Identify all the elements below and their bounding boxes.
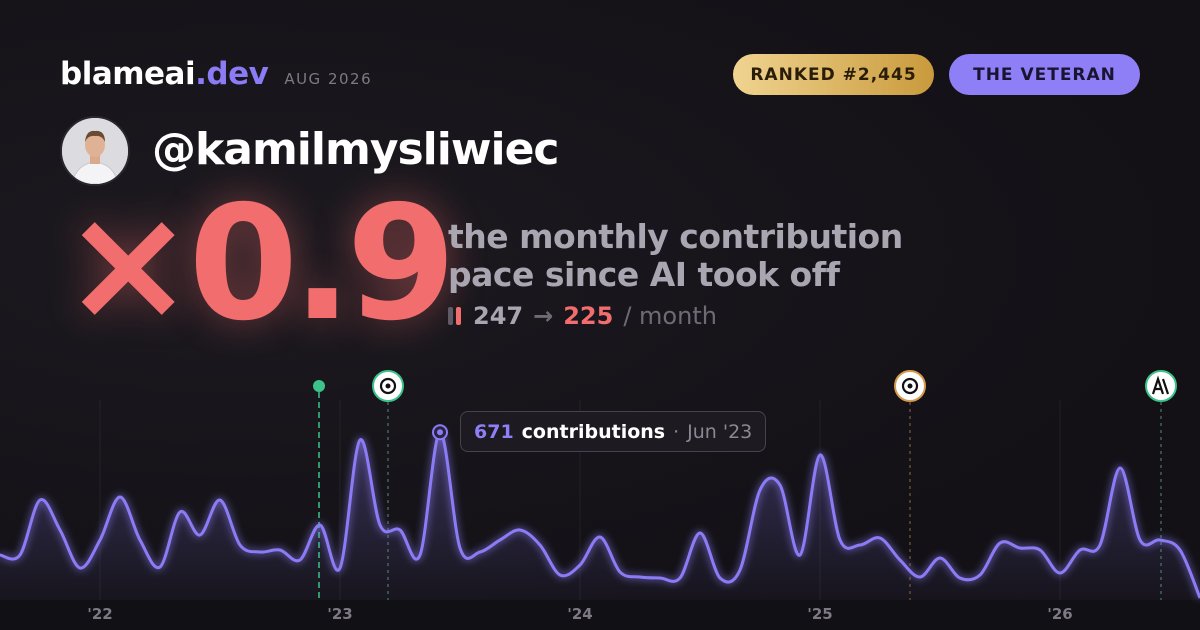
area (0, 432, 1200, 600)
tooltip-date: Jun '23 (687, 420, 753, 443)
x-tick-label: '23 (327, 605, 352, 623)
tooltip: 671 contributions · Jun '23 (460, 411, 767, 452)
description: the monthly contribution pace since AI t… (448, 218, 903, 294)
description-line: pace since AI took off (448, 255, 840, 294)
report-date: AUG 2026 (284, 70, 373, 88)
brand: blameai .dev AUG 2026 (60, 56, 372, 92)
anthropic-icon (1145, 370, 1177, 402)
openai-icon (372, 370, 404, 402)
pace-before: 247 (473, 302, 524, 330)
x-tick-label: '22 (87, 605, 112, 623)
brand-name: blameai (60, 56, 196, 92)
description-line: the monthly contribution (448, 217, 903, 256)
avatar (60, 116, 130, 186)
highlight-core (437, 429, 443, 436)
x-tick-label: '26 (1047, 605, 1072, 623)
openai-icon (894, 370, 926, 402)
pace-unit: / month (623, 302, 717, 330)
title-badge: THE VETERAN (949, 54, 1140, 95)
pace-arrow: → (533, 302, 554, 330)
line (0, 430, 1200, 599)
x-tick-label: '25 (807, 605, 832, 623)
pace-comparison: 247 → 225 / month (448, 302, 717, 330)
tooltip-separator: · (673, 420, 680, 443)
pace-icon (448, 307, 461, 325)
avatar-image (62, 118, 128, 184)
handle: @kamilmysliwiec (152, 124, 560, 175)
axis-band (0, 600, 1200, 630)
tooltip-label: contributions (521, 420, 666, 443)
tooltip-value: 671 (474, 420, 514, 443)
rank-badge: RANKED #2,445 (733, 54, 934, 95)
pace-after: 225 (563, 302, 614, 330)
event-dot (313, 380, 325, 392)
x-tick-label: '24 (567, 605, 592, 623)
brand-suffix: .dev (195, 56, 269, 92)
pace-multiplier: ×0.9 (62, 172, 456, 356)
